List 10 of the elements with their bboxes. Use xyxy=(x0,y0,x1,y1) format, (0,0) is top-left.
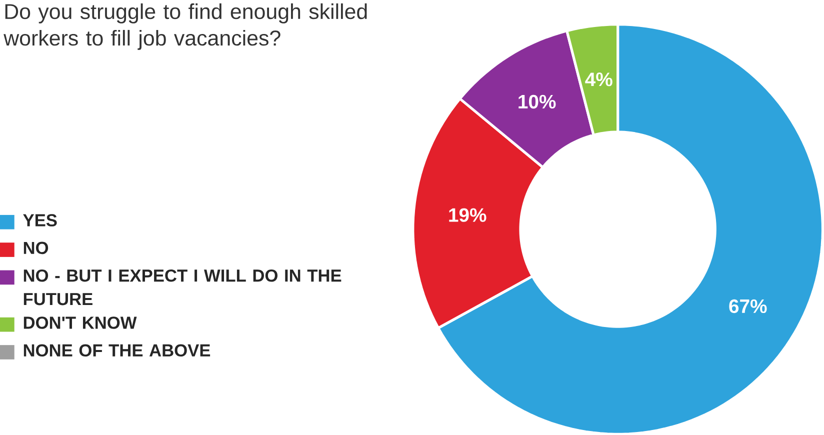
legend-label: DON'T KNOW xyxy=(24,316,137,329)
legend-label: NO - BUT I EXPECT I WILL DO IN THE FUTURE xyxy=(24,269,342,305)
chart-title: Do you struggle to find enough skilled workers to fill job vacancies? xyxy=(4,3,367,50)
legend-label: NO xyxy=(24,242,48,254)
data-label: 67% xyxy=(729,299,767,313)
data-label: 19% xyxy=(449,208,486,222)
legend-label: NONE OF THE ABOVE xyxy=(24,344,210,356)
data-label: 10% xyxy=(518,94,556,108)
legend-label: YES xyxy=(23,214,57,226)
data-label: 4% xyxy=(585,72,612,86)
